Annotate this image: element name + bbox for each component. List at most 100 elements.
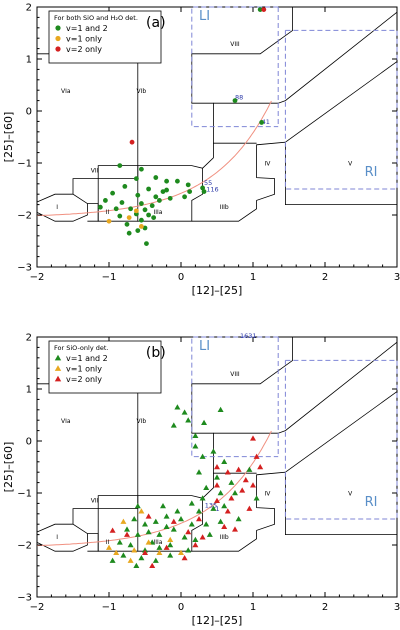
- data-point: [185, 547, 192, 553]
- region-boundary: [191, 7, 294, 104]
- x-tick-label: −2: [30, 602, 45, 613]
- y-tick-label: 0: [26, 437, 32, 448]
- li-box: [191, 6, 279, 128]
- data-point: [167, 195, 173, 201]
- data-point: [122, 184, 128, 189]
- data-point: [113, 206, 119, 212]
- x-tick-label: 1: [250, 272, 256, 283]
- data-point: [164, 178, 170, 184]
- data-point: [164, 187, 170, 193]
- legend-entry-label: v=2 only: [66, 45, 102, 54]
- region-boundary: [137, 165, 204, 222]
- data-point: [151, 215, 157, 221]
- data-point: [196, 516, 202, 522]
- data-point: [139, 217, 144, 223]
- data-point: [133, 562, 140, 569]
- legend-marker: [55, 25, 61, 31]
- source-number-label: 1631: [240, 332, 257, 340]
- li-label: LI: [199, 339, 210, 354]
- data-point: [106, 544, 112, 550]
- data-point: [157, 198, 162, 203]
- y-tick-label: 1: [26, 55, 32, 66]
- data-point: [217, 490, 224, 496]
- region-boundary: [191, 471, 397, 552]
- data-point: [128, 206, 134, 212]
- data-point: [117, 163, 123, 169]
- data-point: [210, 505, 217, 511]
- x-tick-label: 2: [322, 272, 328, 283]
- data-point: [232, 98, 238, 103]
- data-point: [110, 190, 115, 196]
- region-boundary: [97, 165, 139, 180]
- legend-title: For SiO-only det.: [54, 344, 108, 352]
- region-boundary: [36, 193, 88, 222]
- data-point: [134, 531, 141, 537]
- data-point: [156, 549, 163, 556]
- region-label: IIIb: [220, 534, 229, 541]
- data-point: [139, 224, 144, 229]
- data-point: [119, 200, 125, 205]
- data-point: [139, 201, 144, 206]
- data-point: [192, 432, 199, 439]
- region-label: IV: [264, 161, 271, 168]
- data-point: [257, 7, 263, 12]
- data-point: [185, 182, 191, 188]
- data-point: [134, 503, 141, 509]
- ri-box: [284, 359, 398, 520]
- x-tick-label: −1: [102, 272, 117, 283]
- data-point: [221, 458, 228, 465]
- region-label: VIa: [61, 88, 71, 95]
- data-point: [201, 419, 208, 426]
- x-tick-label: 3: [394, 272, 400, 283]
- ri-label: RI: [365, 495, 378, 510]
- data-point: [210, 448, 217, 454]
- y-tick-label: −3: [17, 263, 32, 274]
- data-point: [146, 212, 152, 218]
- region-label: VIb: [137, 418, 147, 425]
- data-point: [109, 557, 116, 563]
- data-point: [170, 422, 177, 428]
- data-point: [181, 534, 188, 540]
- data-point: [170, 518, 177, 524]
- legend-entry-label: v=1 only: [66, 365, 102, 374]
- data-point: [246, 466, 253, 472]
- data-point: [167, 552, 174, 558]
- region-boundary: [202, 341, 398, 499]
- data-point: [146, 186, 152, 192]
- data-point: [145, 539, 152, 545]
- data-point: [232, 526, 238, 532]
- data-point: [126, 230, 132, 236]
- x-tick-label: −2: [30, 272, 45, 283]
- data-point: [200, 185, 206, 191]
- region-label: VIII: [230, 41, 240, 48]
- legend-entry-label: v=1 and 2: [66, 354, 108, 363]
- data-point: [103, 198, 108, 203]
- data-point: [156, 531, 163, 537]
- data-point: [181, 555, 188, 561]
- model-curve: [36, 100, 272, 217]
- data-point: [224, 469, 231, 475]
- data-point: [135, 192, 141, 198]
- data-point: [217, 518, 224, 524]
- data-point: [152, 518, 159, 524]
- region-label: VII: [91, 497, 99, 504]
- data-point: [117, 213, 123, 219]
- y-tick-label: −3: [17, 593, 32, 604]
- legend-marker: [54, 354, 62, 361]
- data-point: [235, 466, 242, 472]
- x-tick-label: 1: [250, 602, 256, 613]
- data-point: [131, 547, 138, 553]
- data-point: [181, 409, 188, 415]
- data-point: [201, 189, 207, 195]
- data-point: [116, 539, 123, 545]
- data-point: [175, 178, 180, 184]
- data-point: [250, 435, 256, 441]
- data-point: [133, 176, 139, 182]
- data-point: [188, 521, 195, 527]
- data-point: [163, 513, 170, 519]
- region-label: IIIa: [153, 209, 162, 216]
- data-point: [160, 189, 166, 195]
- data-point: [239, 487, 246, 493]
